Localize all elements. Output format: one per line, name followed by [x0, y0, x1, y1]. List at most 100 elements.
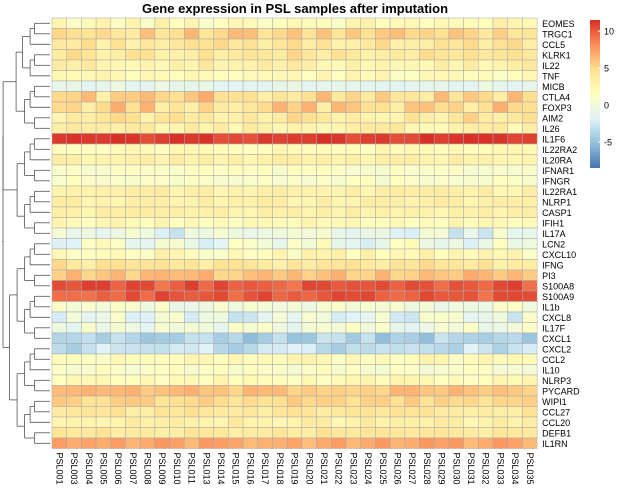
heatmap-cell — [66, 185, 82, 197]
heatmap-cell — [139, 122, 156, 134]
heatmap-cell — [95, 70, 112, 82]
heatmap-cell — [125, 133, 141, 145]
heatmap-cell — [81, 122, 97, 134]
heatmap-cell — [286, 416, 303, 428]
heatmap-cell — [51, 143, 67, 155]
heatmap-cell — [433, 101, 450, 113]
heatmap-cell — [522, 416, 538, 428]
heatmap-cell — [139, 301, 156, 313]
heatmap-cell — [95, 175, 112, 187]
heatmap-cell — [463, 101, 479, 113]
heatmap-cell — [389, 175, 406, 187]
heatmap-cell — [286, 227, 303, 239]
heatmap-cell — [169, 280, 185, 292]
heatmap-cell — [213, 175, 229, 187]
heatmap-cell — [125, 385, 141, 397]
heatmap-cell — [95, 122, 112, 134]
heatmap-cell — [301, 427, 317, 439]
heatmap-cell — [286, 17, 303, 29]
heatmap-cell — [345, 322, 361, 334]
heatmap-cell — [301, 133, 317, 145]
heatmap-cell — [433, 112, 450, 124]
heatmap-cell — [51, 290, 67, 302]
heatmap-cell — [389, 290, 406, 302]
heatmap-cell — [419, 143, 435, 155]
heatmap-cell — [478, 437, 494, 449]
heatmap-cell — [154, 374, 170, 386]
heatmap-cell — [286, 238, 303, 250]
heatmap-cell — [81, 290, 97, 302]
heatmap-cell — [507, 269, 523, 281]
legend-tick-label: 0 — [604, 101, 609, 111]
heatmap-cell — [184, 322, 200, 334]
heatmap-cell — [110, 280, 126, 292]
heatmap-cell — [51, 133, 67, 145]
heatmap-cell — [257, 143, 273, 155]
heatmap-cell — [419, 385, 435, 397]
heatmap-cell — [81, 406, 97, 418]
heatmap-cell — [272, 70, 288, 82]
heatmap-cell — [286, 122, 303, 134]
heatmap-cell — [125, 122, 141, 134]
heatmap-cell — [242, 406, 259, 418]
heatmap-cell — [139, 259, 156, 271]
heatmap-cell — [51, 17, 67, 29]
heatmap-cell — [522, 280, 538, 292]
heatmap-cell — [492, 269, 508, 281]
heatmap-cell — [389, 164, 406, 176]
heatmap-cell — [139, 238, 156, 250]
heatmap-cell — [169, 17, 185, 29]
row-label: IFNAR1 — [542, 166, 574, 176]
heatmap-cell — [81, 322, 97, 334]
heatmap-cell — [242, 70, 259, 82]
heatmap-cell — [507, 175, 523, 187]
heatmap-cell — [169, 112, 185, 124]
heatmap-cell — [139, 154, 156, 166]
heatmap-cell — [213, 112, 229, 124]
heatmap-cell — [154, 416, 170, 428]
heatmap-cell — [478, 385, 494, 397]
heatmap-cell — [360, 353, 376, 365]
heatmap-cell — [66, 416, 82, 428]
heatmap-cell — [463, 248, 479, 260]
heatmap-cell — [433, 28, 450, 40]
heatmap-cell — [448, 322, 464, 334]
heatmap-cell — [404, 332, 420, 344]
heatmap-cell — [522, 59, 538, 71]
heatmap-cell — [169, 154, 185, 166]
heatmap-cell — [66, 311, 82, 323]
heatmap-cell — [257, 416, 273, 428]
heatmap-cell — [360, 80, 376, 92]
heatmap-cell — [463, 290, 479, 302]
heatmap-cell — [375, 17, 391, 29]
heatmap-cell — [198, 217, 214, 229]
heatmap-cell — [507, 70, 523, 82]
heatmap-cell — [139, 175, 156, 187]
heatmap-cell — [404, 248, 420, 260]
heatmap-cell — [419, 269, 435, 281]
heatmap-cell — [404, 38, 420, 50]
heatmap-cell — [81, 374, 97, 386]
heatmap-cell — [522, 28, 538, 40]
heatmap-cell — [272, 185, 288, 197]
heatmap-cell — [389, 353, 406, 365]
heatmap-cell — [345, 91, 361, 103]
heatmap-cell — [419, 259, 435, 271]
heatmap-cell — [154, 248, 170, 260]
heatmap-cell — [316, 28, 332, 40]
heatmap-cell — [257, 175, 273, 187]
heatmap-cell — [198, 28, 214, 40]
heatmap-cell — [95, 217, 112, 229]
heatmap-cell — [242, 143, 259, 155]
heatmap-cell — [66, 217, 82, 229]
heatmap-cell — [345, 427, 361, 439]
heatmap-cell — [478, 154, 494, 166]
heatmap-cell — [139, 217, 156, 229]
heatmap-cell — [198, 259, 214, 271]
heatmap-cell — [213, 395, 229, 407]
heatmap-cell — [478, 122, 494, 134]
heatmap-cell — [360, 332, 376, 344]
heatmap-cell — [433, 164, 450, 176]
heatmap-cell — [184, 238, 200, 250]
heatmap-cell — [448, 364, 464, 376]
